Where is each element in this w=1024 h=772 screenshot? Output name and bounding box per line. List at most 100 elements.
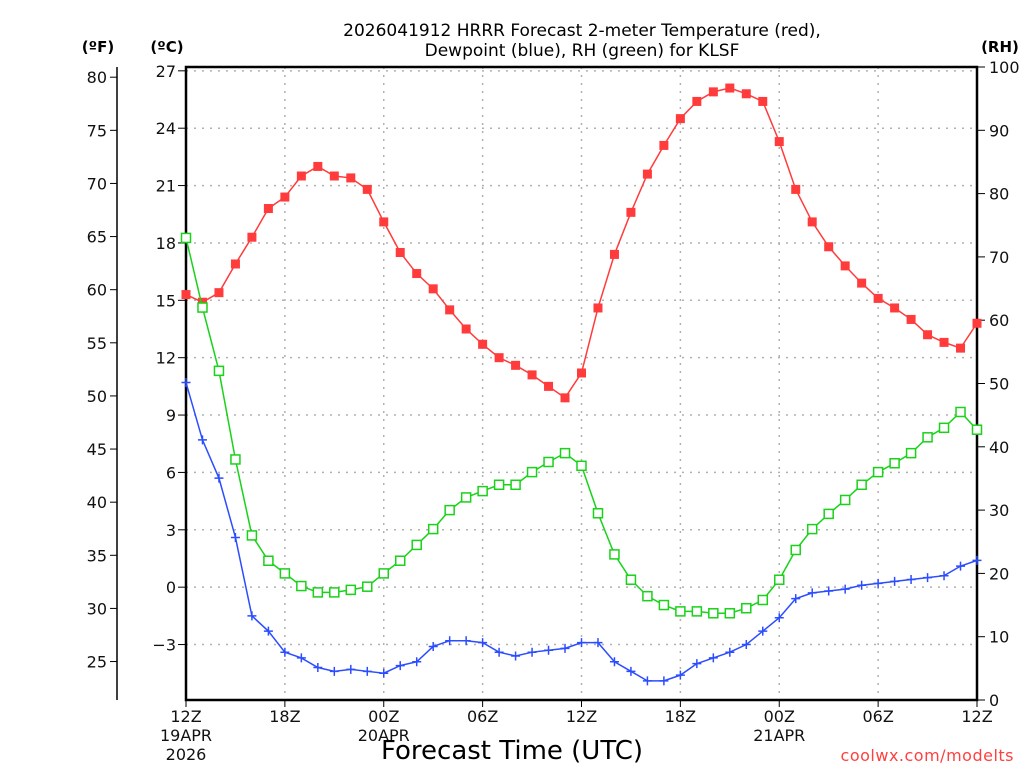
x-date-label: 19APR <box>160 726 212 745</box>
temperature-point <box>626 207 636 217</box>
x-date-label: 21APR <box>753 726 805 745</box>
dewpoint-point <box>956 561 966 571</box>
plot-frame <box>184 65 979 702</box>
rh-point <box>279 568 291 579</box>
dewpoint-point <box>758 626 768 636</box>
temperature-point <box>329 171 339 181</box>
celsius-tick-label: 24 <box>156 119 176 138</box>
temperature-point <box>445 305 455 315</box>
dewpoint-point <box>527 647 537 657</box>
x-tick-label: 12Z <box>961 707 992 726</box>
rh-point <box>806 523 818 535</box>
dewpoint-point <box>379 668 389 678</box>
celsius-tick-label: 12 <box>156 349 176 368</box>
rh-point <box>774 574 785 585</box>
rh-point <box>691 606 703 617</box>
dewpoint-point <box>412 657 422 667</box>
rh-point <box>312 587 324 598</box>
dewpoint-point <box>708 653 718 663</box>
dewpoint-point <box>445 636 455 646</box>
dewpoint-point <box>939 571 949 581</box>
rh-point <box>955 406 966 418</box>
rh-point <box>938 422 950 434</box>
rh-tick-label: 50 <box>989 375 1009 394</box>
temperature-point <box>873 293 883 303</box>
rh-point <box>213 365 225 377</box>
axes: −3 0 3 6 9 12 15 18 21 24 27 25 30 35 40 45 50 55 60 65 70 75… <box>87 58 1020 764</box>
temperature-point <box>428 284 438 294</box>
dewpoint-point <box>346 664 356 674</box>
rh-point <box>658 599 670 611</box>
temperature-point <box>263 204 273 214</box>
temperature-point <box>956 343 966 353</box>
dewpoint-point <box>923 573 933 583</box>
rh-point <box>757 594 769 606</box>
chart-title-line-1: 2026041912 HRRR Forecast 2-meter Tempera… <box>343 21 821 41</box>
fahrenheit-tick-label: 65 <box>87 228 107 247</box>
rh-point <box>246 530 258 541</box>
celsius-unit-label: (ºC) <box>150 38 183 56</box>
temperature-point <box>824 242 834 252</box>
rh-point <box>329 587 340 598</box>
x-tick-label: 12Z <box>170 707 201 726</box>
dewpoint-point <box>544 645 554 655</box>
dewpoint-point <box>642 676 652 686</box>
temperature-point <box>857 278 867 288</box>
rh-tick-label: 60 <box>989 311 1009 330</box>
rh-point <box>724 608 736 619</box>
celsius-tick-label: 6 <box>166 463 176 482</box>
x-date-label: 20APR <box>358 726 410 745</box>
rh-point <box>856 479 867 491</box>
rh-point <box>609 549 620 560</box>
x-tick-label: 18Z <box>269 707 300 726</box>
dewpoint-point <box>511 651 521 661</box>
celsius-tick-label: −3 <box>152 636 176 655</box>
celsius-tick-label: 21 <box>156 177 176 196</box>
dewpoint-point <box>593 638 603 648</box>
rh-point <box>230 454 241 465</box>
temperature-point <box>708 87 718 97</box>
dewpoint-point <box>807 588 817 598</box>
rh-point <box>625 574 637 585</box>
dewpoint-point <box>659 676 669 686</box>
rh-point <box>839 494 851 506</box>
temperature-point <box>280 192 290 202</box>
temperature-point <box>741 89 751 99</box>
x-tick-label: 18Z <box>665 707 696 726</box>
rh-point <box>741 602 752 614</box>
temperature-point <box>379 217 389 227</box>
dewpoint-point <box>197 435 207 445</box>
rh-point <box>872 466 884 478</box>
dewpoint-point <box>824 586 834 596</box>
dewpoint-point <box>609 657 619 667</box>
dewpoint-point <box>296 653 306 663</box>
temperature-point <box>593 303 603 313</box>
dewpoint-point <box>774 613 784 623</box>
dewpoint-point <box>725 647 735 657</box>
temperature-point <box>692 96 702 106</box>
dewpoint-point <box>263 626 273 636</box>
temperature-point <box>494 353 504 363</box>
series-temperature <box>181 83 982 403</box>
temperature-point <box>725 83 735 93</box>
rh-point <box>823 508 834 520</box>
dewpoint-point <box>461 636 471 646</box>
dewpoint-point <box>313 662 323 672</box>
rh-point <box>526 466 538 478</box>
fahrenheit-tick-label: 80 <box>87 68 107 87</box>
dewpoint-point <box>972 555 982 565</box>
celsius-tick-label: 9 <box>166 406 176 425</box>
temperature-point <box>313 161 323 171</box>
rh-tick-label: 80 <box>989 185 1009 204</box>
rh-point <box>444 504 455 516</box>
dewpoint-point <box>890 576 900 586</box>
fahrenheit-tick-label: 75 <box>87 121 107 140</box>
temperature-point <box>214 288 224 298</box>
rh-unit-label: (RH) <box>981 38 1019 56</box>
x-tick-label: 00Z <box>368 707 399 726</box>
rh-point <box>576 460 587 472</box>
dewpoint-point <box>280 647 290 657</box>
rh-point <box>362 581 373 592</box>
temperature-point <box>181 290 191 300</box>
